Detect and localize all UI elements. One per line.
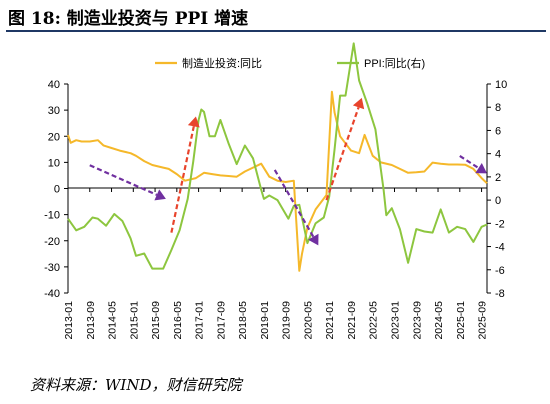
annotation-arrow-shaft-1 [89,164,158,196]
left-tick-label: 30 [48,105,60,117]
right-tick-label: -8 [495,288,505,300]
x-tick-label: 2015-09 [150,301,162,340]
left-tick-label: -10 [44,210,60,222]
series-line-1 [67,90,488,272]
x-tick-label: 2024-05 [433,301,445,340]
x-tick-label: 2014-05 [107,301,119,340]
left-tick-label: 0 [54,184,60,196]
x-tick-label: 2018-05 [237,301,249,340]
right-tick-label: 10 [495,79,507,91]
right-tick-label: 0 [495,195,501,207]
x-tick-label: 2021-01 [324,301,336,340]
x-tick-label: 2019-09 [281,301,293,340]
x-tick-label: 2022-05 [368,301,380,340]
x-tick-label: 2016-05 [172,301,184,340]
right-tick-label: 4 [495,149,501,161]
x-tick-label: 2017-09 [215,301,227,340]
x-tick-label: 2013-09 [85,301,97,340]
x-tick-label: 2013-01 [63,301,75,340]
right-tick-label: 6 [495,125,501,137]
figure-title: 图 18: 制造业投资与 PPI 增速 [8,9,249,29]
right-tick-label: -2 [495,218,505,230]
annotation-arrow-shaft-4 [325,107,360,201]
annotation-arrow-head-4 [352,97,365,110]
left-tick-label: -40 [44,288,60,300]
annotation-arrow-shaft-2 [170,126,195,233]
series-line-2 [67,42,488,270]
x-tick-label: 2017-01 [194,301,206,340]
x-tick-label: 2020-05 [302,301,314,340]
annotation-arrow-shaft-3 [273,169,315,238]
annotation-arrows [89,97,487,246]
legend-label-1: 制造业投资:同比 [182,56,262,70]
annotation-arrow-head-3 [308,233,319,246]
axes: 403020100-10-20-30-401086420-2-4-6-82013… [44,79,507,340]
left-tick-label: 20 [48,131,60,143]
x-tick-label: 2019-01 [259,301,271,340]
x-tick-label: 2023-09 [411,301,423,340]
annotation-arrow-head-2 [187,116,200,128]
x-tick-label: 2025-01 [455,301,467,340]
annotation-arrow-shaft-5 [459,155,480,169]
right-tick-label: 2 [495,172,501,184]
x-tick-label: 2021-09 [346,301,358,340]
annotation-arrow-head-5 [475,163,487,174]
legend: 制造业投资:同比 PPI:同比(右) [155,56,425,70]
series-layer [67,42,488,272]
title-rule [6,30,546,32]
left-tick-label: -20 [44,236,60,248]
x-tick-label: 2023-01 [389,301,401,340]
right-tick-label: -6 [495,265,505,277]
left-tick-label: 40 [48,79,60,91]
right-tick-label: 8 [495,102,501,114]
annotation-arrow-head-1 [154,189,166,201]
right-tick-label: -4 [495,242,505,254]
x-tick-label: 2015-01 [128,301,140,340]
legend-label-2: PPI:同比(右) [364,56,425,70]
x-tick-label: 2025-09 [477,301,489,340]
left-tick-label: 10 [48,157,60,169]
source-note: 资料来源：WIND，财信研究院 [30,376,242,394]
left-tick-label: -30 [44,262,60,274]
